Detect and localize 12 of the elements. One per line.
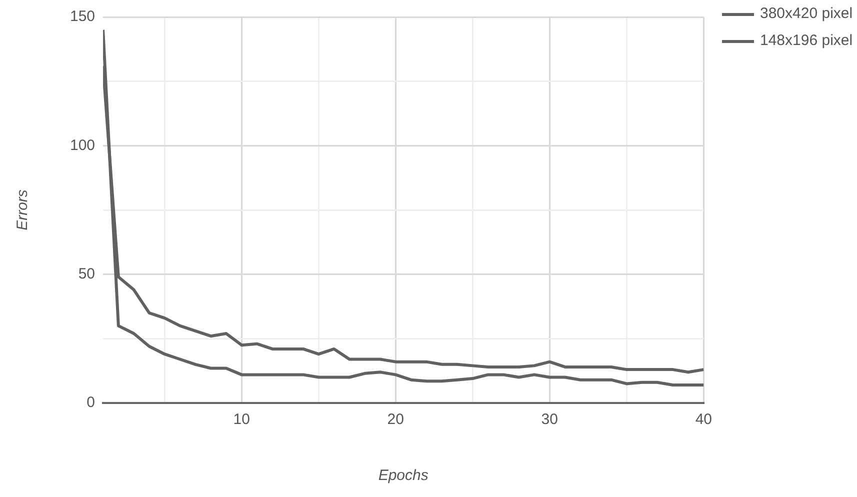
x-tick-label: 30 xyxy=(541,411,558,428)
x-tick-label: 20 xyxy=(387,411,404,428)
legend-label: 148x196 pixel xyxy=(760,31,854,50)
y-tick-label: 100 xyxy=(70,136,96,154)
x-tick-label: 10 xyxy=(233,411,250,428)
y-axis-title: Errors xyxy=(14,189,32,230)
legend-label: 380x420 pixel xyxy=(760,4,854,23)
y-tick-label: 150 xyxy=(70,8,96,26)
y-tick-label: 0 xyxy=(86,394,96,412)
x-tick-label: 40 xyxy=(695,411,712,428)
y-tick-label: 50 xyxy=(78,265,96,282)
x-axis-title: Epochs xyxy=(378,467,429,484)
